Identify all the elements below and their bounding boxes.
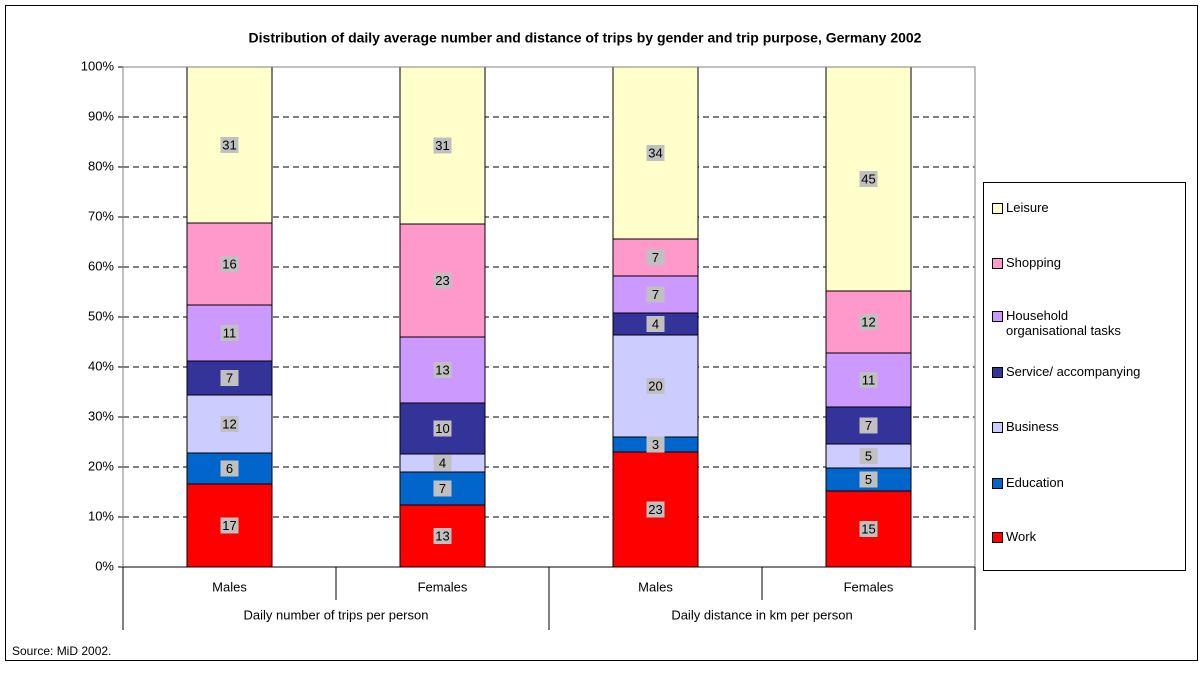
data-label: 5 (865, 448, 872, 463)
data-label-box (433, 455, 452, 471)
legend-swatch (992, 203, 1003, 214)
data-label: 17 (222, 518, 236, 533)
data-label-box (220, 460, 239, 477)
data-label-box (859, 521, 878, 537)
legend-item: Service/ accompanying (992, 364, 1182, 379)
data-label: 11 (862, 372, 876, 387)
data-label-box (646, 145, 665, 161)
data-label: 15 (861, 521, 875, 536)
y-tick-label: 40% (88, 358, 114, 373)
data-label: 45 (861, 171, 875, 186)
data-label-box (859, 448, 878, 464)
y-tick-label: 70% (88, 208, 114, 223)
data-label: 31 (222, 137, 236, 152)
data-label-box (646, 501, 665, 518)
data-label: 23 (648, 502, 662, 517)
legend: Leisure Shopping Household organisational … (983, 182, 1186, 571)
legend-label: Work (1006, 529, 1037, 544)
data-label-box (433, 420, 452, 437)
data-label: 12 (861, 314, 875, 329)
data-label: 4 (439, 455, 446, 470)
data-label: 11 (223, 325, 237, 340)
y-tick-label: 50% (88, 308, 114, 323)
data-label: 34 (648, 145, 662, 160)
data-label: 12 (222, 416, 236, 431)
legend-label: Shopping (1006, 255, 1061, 270)
data-label: 16 (222, 256, 236, 271)
x-tick-label: Females (418, 579, 468, 594)
y-tick-label: 90% (88, 108, 114, 123)
data-label: 7 (226, 370, 233, 385)
data-label-box (220, 137, 239, 153)
source: Source: MiD 2002. (12, 644, 111, 658)
data-label: 6 (226, 461, 233, 476)
data-label: 7 (439, 481, 446, 496)
legend-item: Education (992, 475, 1182, 490)
data-label-box (433, 480, 452, 497)
x-tick-label: Females (844, 579, 894, 594)
data-label-box (859, 372, 878, 388)
legend-item: Work (992, 529, 1182, 544)
data-label: 7 (652, 287, 659, 302)
y-tick-label: 80% (88, 158, 114, 173)
legend-swatch (992, 422, 1003, 433)
group-label: Daily distance in km per person (671, 607, 852, 622)
data-label-box (646, 436, 665, 453)
data-label-box (646, 286, 665, 303)
data-label-box (859, 471, 878, 488)
data-label: 23 (435, 273, 449, 288)
bar-segment (186, 222, 273, 306)
data-label: 4 (652, 316, 659, 331)
data-label-box (433, 528, 452, 544)
data-label-box (433, 137, 452, 154)
data-label: 7 (652, 250, 659, 265)
legend-swatch (992, 367, 1003, 378)
data-label-box (646, 249, 665, 266)
data-label-box (220, 517, 239, 534)
y-tick-label: 10% (88, 508, 114, 523)
legend-swatch (992, 532, 1003, 543)
x-tick-label: Males (638, 579, 673, 594)
legend-swatch (992, 478, 1003, 489)
data-label: 3 (652, 437, 659, 452)
legend-label: Leisure (1006, 200, 1049, 215)
data-label-box (220, 416, 239, 432)
chart-title: Distribution of daily average number and… (249, 30, 922, 46)
data-label-box (859, 171, 878, 187)
data-label: 5 (865, 472, 872, 487)
data-label: 20 (648, 378, 662, 393)
legend-label: Household organisational tasks (1006, 308, 1121, 338)
data-label-box (433, 272, 452, 289)
legend-label: Business (1006, 419, 1059, 434)
data-label: 7 (865, 418, 872, 433)
legend-item: Household organisational tasks (992, 308, 1182, 338)
legend-item: Shopping (992, 255, 1182, 270)
x-tick-label: Males (212, 579, 247, 594)
data-label-box (220, 325, 239, 341)
data-label: 13 (435, 528, 449, 543)
data-label-box (646, 378, 665, 394)
data-label: 31 (435, 138, 449, 153)
data-label-box (220, 370, 239, 386)
y-tick-label: 60% (88, 258, 114, 273)
legend-label: Education (1006, 475, 1064, 490)
y-tick-label: 0% (95, 558, 114, 573)
data-label-box (220, 256, 239, 272)
data-label-box (433, 362, 452, 378)
y-tick-label: 100% (81, 58, 115, 73)
y-tick-label: 30% (88, 408, 114, 423)
legend-swatch (992, 258, 1003, 269)
legend-item: Business (992, 419, 1182, 434)
legend-label: Service/ accompanying (1006, 364, 1141, 379)
data-label: 13 (435, 362, 449, 377)
data-label-box (859, 314, 878, 330)
data-label-box (859, 417, 878, 434)
legend-swatch (992, 311, 1003, 322)
group-label: Daily number of trips per person (244, 607, 429, 622)
y-tick-label: 20% (88, 458, 114, 473)
legend-item: Leisure (992, 200, 1182, 215)
data-label: 10 (435, 421, 449, 436)
data-label-box (646, 316, 665, 332)
